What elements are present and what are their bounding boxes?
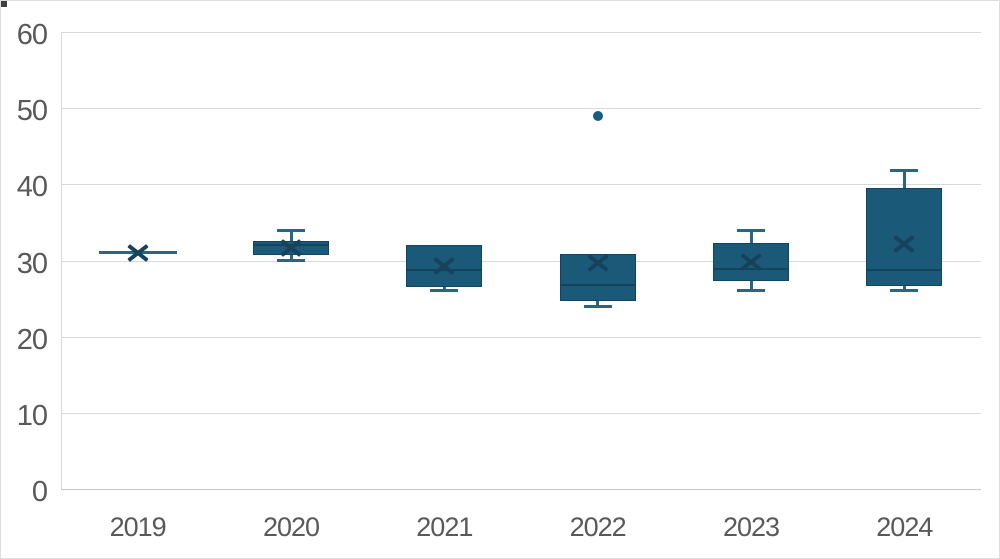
boxplot-2021-mean-marker[interactable] [433,257,455,275]
boxplot-2022-lower-whisker[interactable] [596,300,600,307]
boxplot-2024-lower-whisker-cap[interactable] [890,289,919,293]
boxplot-2024-lower-whisker[interactable] [902,286,906,291]
x-axis-tick-label: 2022 [569,512,627,542]
boxplot-2022-lower-whisker-cap[interactable] [583,304,612,308]
y-axis-line [61,32,62,490]
boxplot-2022-mean-marker[interactable] [587,254,609,272]
boxplot-2022-outlier-point[interactable] [592,110,603,121]
boxplot-2023-mean-marker[interactable] [740,253,762,271]
x-axis-tick-label: 2023 [722,512,780,542]
boxplot-2023-lower-whisker[interactable] [749,281,753,291]
x-axis-tick-label: 2019 [109,512,167,542]
gridline-y-20 [61,337,981,338]
boxplot-2023-lower-whisker-cap[interactable] [737,289,765,293]
y-axis-tick-label: 0 [31,476,48,508]
boxplot-2021-lower-whisker-cap[interactable] [430,289,459,293]
x-axis-tick-label: 2021 [416,512,473,542]
x-axis-tick-label: 2024 [876,512,933,542]
y-axis-tick-label: 50 [16,95,48,127]
x-axis-line [61,489,981,490]
y-axis-tick-label: 20 [16,324,48,356]
y-axis-tick-label: 40 [16,171,48,203]
gridline-y-60 [61,32,981,33]
gridline-y-30 [61,261,981,262]
boxplot-2023-upper-whisker[interactable] [749,230,753,243]
boxplot-2022-median-line[interactable] [559,283,636,286]
boxplot-2024-median-line[interactable] [866,269,943,272]
screen-corner-artifact [1,1,7,7]
boxplot-2020-lower-whisker[interactable] [289,255,293,261]
y-axis-tick-label: 10 [16,400,48,432]
boxplot-2019-mean-marker[interactable] [127,244,149,262]
boxplot-2024-upper-whisker[interactable] [902,170,906,189]
gridline-y-10 [61,413,981,414]
boxplot-2024-mean-marker[interactable] [893,235,915,253]
gridline-y-50 [61,108,981,109]
boxplot-2020-mean-marker[interactable] [280,239,302,257]
y-axis-tick-label: 30 [16,248,48,280]
gridline-y-40 [61,184,981,185]
boxplot-2020-lower-whisker-cap[interactable] [277,259,305,262]
boxplot-2020-upper-whisker[interactable] [289,230,293,241]
boxplot-2021-lower-whisker[interactable] [442,287,446,291]
y-axis-tick-label: 60 [16,19,48,51]
boxplot-2023-upper-whisker-cap[interactable] [737,228,765,232]
x-axis-tick-label: 2020 [262,512,320,542]
boxplot-2020-upper-whisker-cap[interactable] [277,228,305,232]
boxplot-2024-upper-whisker-cap[interactable] [890,169,919,173]
